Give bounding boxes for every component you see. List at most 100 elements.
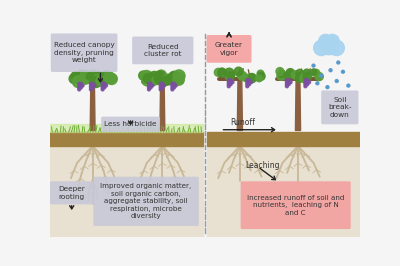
- Circle shape: [246, 83, 249, 86]
- Circle shape: [247, 73, 256, 83]
- Circle shape: [284, 72, 291, 79]
- Circle shape: [91, 84, 94, 87]
- Circle shape: [159, 82, 162, 85]
- FancyBboxPatch shape: [51, 34, 118, 72]
- Circle shape: [304, 79, 307, 82]
- FancyBboxPatch shape: [50, 181, 94, 204]
- Circle shape: [96, 75, 107, 86]
- Circle shape: [286, 79, 288, 82]
- Circle shape: [101, 84, 104, 87]
- Circle shape: [304, 83, 307, 86]
- Circle shape: [286, 81, 288, 84]
- Text: Improved organic matter,
soil organic carbon,
aggregate stability, soil
respirat: Improved organic matter, soil organic ca…: [100, 183, 192, 219]
- Circle shape: [229, 79, 232, 82]
- Circle shape: [91, 86, 94, 89]
- Circle shape: [234, 67, 243, 76]
- Circle shape: [238, 71, 247, 80]
- Circle shape: [162, 74, 173, 85]
- Circle shape: [310, 69, 317, 75]
- Circle shape: [286, 85, 288, 88]
- Bar: [50, 124, 204, 132]
- Circle shape: [171, 88, 174, 91]
- Circle shape: [159, 84, 162, 87]
- Circle shape: [316, 82, 319, 85]
- Circle shape: [161, 76, 170, 85]
- Circle shape: [320, 36, 338, 55]
- Circle shape: [306, 81, 309, 84]
- Circle shape: [315, 73, 323, 81]
- Circle shape: [144, 72, 155, 84]
- Circle shape: [303, 69, 310, 76]
- Circle shape: [69, 74, 79, 84]
- Circle shape: [225, 72, 234, 81]
- Circle shape: [92, 71, 104, 83]
- Circle shape: [152, 75, 161, 85]
- Circle shape: [159, 86, 162, 89]
- Circle shape: [246, 85, 249, 88]
- Bar: [206, 146, 360, 237]
- Circle shape: [214, 68, 222, 76]
- Circle shape: [76, 70, 87, 81]
- Circle shape: [295, 74, 303, 82]
- Circle shape: [78, 84, 80, 87]
- Bar: [206, 132, 360, 146]
- Circle shape: [314, 40, 329, 56]
- Circle shape: [227, 79, 230, 82]
- Circle shape: [277, 72, 286, 80]
- Circle shape: [320, 74, 323, 77]
- Circle shape: [90, 84, 92, 87]
- Text: Reduced
cluster rot: Reduced cluster rot: [144, 44, 182, 57]
- Circle shape: [171, 84, 174, 87]
- Polygon shape: [237, 73, 242, 131]
- Circle shape: [176, 73, 184, 81]
- Circle shape: [329, 69, 332, 72]
- Circle shape: [304, 81, 307, 84]
- Circle shape: [105, 84, 108, 87]
- Circle shape: [80, 70, 91, 81]
- Circle shape: [347, 84, 350, 87]
- Text: Increased runoff of soil and
nutrients,  leaching of N
and C: Increased runoff of soil and nutrients, …: [247, 195, 344, 216]
- Circle shape: [78, 88, 80, 91]
- Polygon shape: [160, 77, 165, 131]
- Circle shape: [154, 72, 164, 82]
- Circle shape: [286, 69, 294, 77]
- Circle shape: [329, 40, 344, 56]
- FancyBboxPatch shape: [94, 177, 199, 226]
- Text: Deeper
rooting: Deeper rooting: [58, 186, 85, 200]
- Circle shape: [312, 64, 315, 67]
- Circle shape: [101, 71, 110, 80]
- Circle shape: [81, 84, 84, 87]
- Circle shape: [303, 72, 312, 81]
- Circle shape: [326, 86, 329, 89]
- Circle shape: [229, 83, 232, 86]
- Circle shape: [165, 76, 174, 85]
- Circle shape: [148, 86, 150, 89]
- Circle shape: [248, 83, 251, 86]
- Polygon shape: [296, 73, 300, 131]
- Circle shape: [148, 77, 157, 86]
- Circle shape: [173, 86, 176, 89]
- Circle shape: [242, 74, 250, 82]
- Circle shape: [173, 82, 176, 85]
- Circle shape: [103, 86, 106, 89]
- Circle shape: [151, 84, 154, 87]
- Circle shape: [250, 81, 252, 84]
- Circle shape: [300, 74, 309, 83]
- Circle shape: [166, 74, 177, 85]
- Circle shape: [80, 86, 82, 89]
- Circle shape: [72, 76, 84, 88]
- Circle shape: [248, 79, 251, 82]
- Circle shape: [228, 72, 235, 78]
- FancyBboxPatch shape: [206, 35, 252, 63]
- Text: Soil
break-
down: Soil break- down: [328, 97, 352, 118]
- Circle shape: [103, 82, 106, 85]
- Circle shape: [72, 72, 81, 81]
- Circle shape: [148, 88, 150, 91]
- Circle shape: [312, 69, 320, 77]
- Circle shape: [149, 84, 152, 87]
- Polygon shape: [335, 80, 338, 82]
- Polygon shape: [326, 86, 329, 88]
- Text: Reduced canopy
density, pruning
weight: Reduced canopy density, pruning weight: [54, 42, 114, 63]
- Circle shape: [108, 74, 116, 82]
- FancyBboxPatch shape: [321, 90, 358, 124]
